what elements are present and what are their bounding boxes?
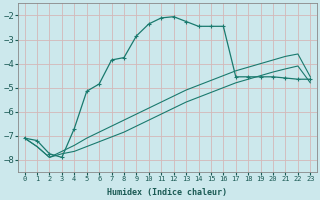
X-axis label: Humidex (Indice chaleur): Humidex (Indice chaleur) [108, 188, 228, 197]
